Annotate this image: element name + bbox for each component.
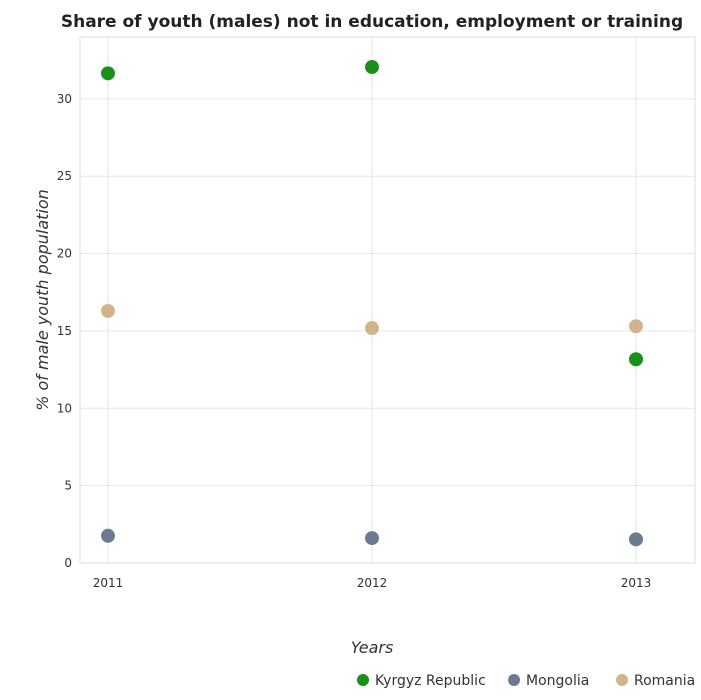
y-tick-label: 10 xyxy=(57,401,72,415)
point-mongolia xyxy=(365,531,379,546)
x-tick-label: 2013 xyxy=(621,576,652,590)
point-kyrgyz-republic xyxy=(629,352,643,367)
point-mongolia xyxy=(101,528,115,543)
x-tick-label: 2011 xyxy=(93,576,124,590)
y-tick-label: 15 xyxy=(57,324,72,338)
x-axis-label: Years xyxy=(351,638,394,657)
legend-marker-romania xyxy=(616,674,628,686)
plot-frame xyxy=(79,36,696,564)
y-tick-label: 30 xyxy=(57,92,72,106)
legend: Kyrgyz Republic Mongolia Romania xyxy=(357,673,695,689)
legend-label-kyrgyz-republic: Kyrgyz Republic xyxy=(375,673,486,689)
x-tick-label: 2012 xyxy=(357,576,388,590)
point-mongolia xyxy=(629,532,643,547)
point-kyrgyz-republic xyxy=(365,60,379,75)
chart-title: Share of youth (males) not in education,… xyxy=(61,12,683,32)
legend-label-romania: Romania xyxy=(634,673,695,689)
legend-marker-kyrgyz-republic xyxy=(357,674,369,686)
point-romania xyxy=(629,319,643,334)
y-tick-label: 0 xyxy=(64,556,72,570)
point-kyrgyz-republic xyxy=(101,66,115,81)
legend-marker-mongolia xyxy=(508,674,520,686)
grid xyxy=(80,37,695,564)
y-tick-label: 25 xyxy=(57,169,72,183)
y-tick-label: 20 xyxy=(57,247,72,261)
axes: 0 5 10 15 20 25 30 2011 2012 2013 xyxy=(57,92,652,590)
legend-label-mongolia: Mongolia xyxy=(526,673,589,689)
y-axis-label: % of male youth population xyxy=(33,189,52,411)
point-romania xyxy=(365,321,379,336)
point-romania xyxy=(101,303,115,318)
data-points xyxy=(101,60,643,547)
y-tick-label: 5 xyxy=(64,479,72,493)
